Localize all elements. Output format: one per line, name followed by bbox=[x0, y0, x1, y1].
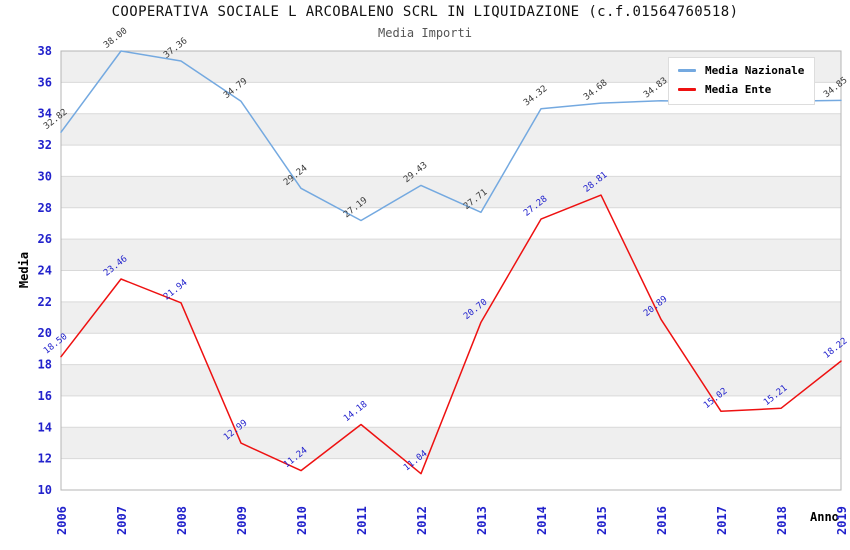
x-tick-label: 2015 bbox=[595, 506, 609, 535]
x-tick-label: 2017 bbox=[715, 506, 729, 535]
x-tick-label: 2019 bbox=[835, 506, 849, 535]
data-label-media-ente: 14.18 bbox=[342, 400, 370, 425]
data-label-media-ente: 18.22 bbox=[822, 336, 850, 361]
x-tick-label: 2007 bbox=[115, 506, 129, 535]
data-label-media-ente: 21.94 bbox=[162, 278, 190, 303]
legend-label: Media Nazionale bbox=[705, 64, 805, 77]
data-label-media-nazionale: 38.00 bbox=[102, 26, 130, 51]
y-tick-label: 12 bbox=[38, 452, 52, 466]
data-label-media-nazionale: 34.32 bbox=[522, 84, 550, 109]
legend: Media Nazionale Media Ente bbox=[668, 57, 816, 105]
plot-border bbox=[60, 50, 842, 491]
legend-item-media-nazionale: Media Nazionale bbox=[678, 64, 804, 77]
x-tick-label: 2012 bbox=[415, 506, 429, 535]
legend-label: Media Ente bbox=[705, 83, 772, 96]
plot-band bbox=[61, 113, 841, 146]
y-tick-label: 26 bbox=[38, 232, 52, 246]
plot-band bbox=[61, 239, 841, 271]
y-tick-label: 18 bbox=[38, 358, 52, 372]
y-tick-label: 32 bbox=[38, 138, 52, 152]
x-axis-title: Anno bbox=[810, 510, 839, 524]
x-tick-label: 2006 bbox=[55, 506, 69, 535]
x-tick-label: 2011 bbox=[355, 506, 369, 535]
y-tick-label: 10 bbox=[38, 483, 52, 497]
y-tick-label: 20 bbox=[38, 326, 52, 340]
x-tick-label: 2009 bbox=[235, 506, 249, 535]
chart-line-media-ente bbox=[60, 194, 842, 475]
y-tick-label: 28 bbox=[38, 201, 52, 215]
y-tick-label: 38 bbox=[38, 44, 52, 58]
chart-subtitle: Media Importi bbox=[378, 26, 472, 40]
y-tick-label: 22 bbox=[38, 295, 52, 309]
y-tick-label: 30 bbox=[38, 169, 52, 183]
chart-title: COOPERATIVA SOCIALE L ARCOBALENO SCRL IN… bbox=[111, 4, 739, 20]
x-tick-label: 2014 bbox=[535, 506, 549, 535]
plot-band bbox=[61, 176, 841, 208]
legend-swatch-ente-icon bbox=[678, 88, 696, 91]
legend-item-media-ente: Media Ente bbox=[678, 83, 804, 96]
x-tick-label: 2008 bbox=[175, 506, 189, 535]
plot-band bbox=[61, 364, 841, 396]
y-tick-label: 14 bbox=[38, 420, 52, 434]
y-tick-label: 36 bbox=[38, 75, 52, 89]
plot-band bbox=[61, 427, 841, 459]
x-tick-label: 2010 bbox=[295, 506, 309, 535]
legend-swatch-nazionale-icon bbox=[678, 69, 696, 72]
x-tick-label: 2016 bbox=[655, 506, 669, 535]
y-tick-label: 24 bbox=[38, 264, 52, 278]
y-tick-label: 16 bbox=[38, 389, 52, 403]
x-tick-label: 2018 bbox=[775, 506, 789, 535]
plot-band bbox=[61, 301, 841, 334]
x-tick-label: 2013 bbox=[475, 506, 489, 535]
y-tick-label: 34 bbox=[38, 107, 52, 121]
